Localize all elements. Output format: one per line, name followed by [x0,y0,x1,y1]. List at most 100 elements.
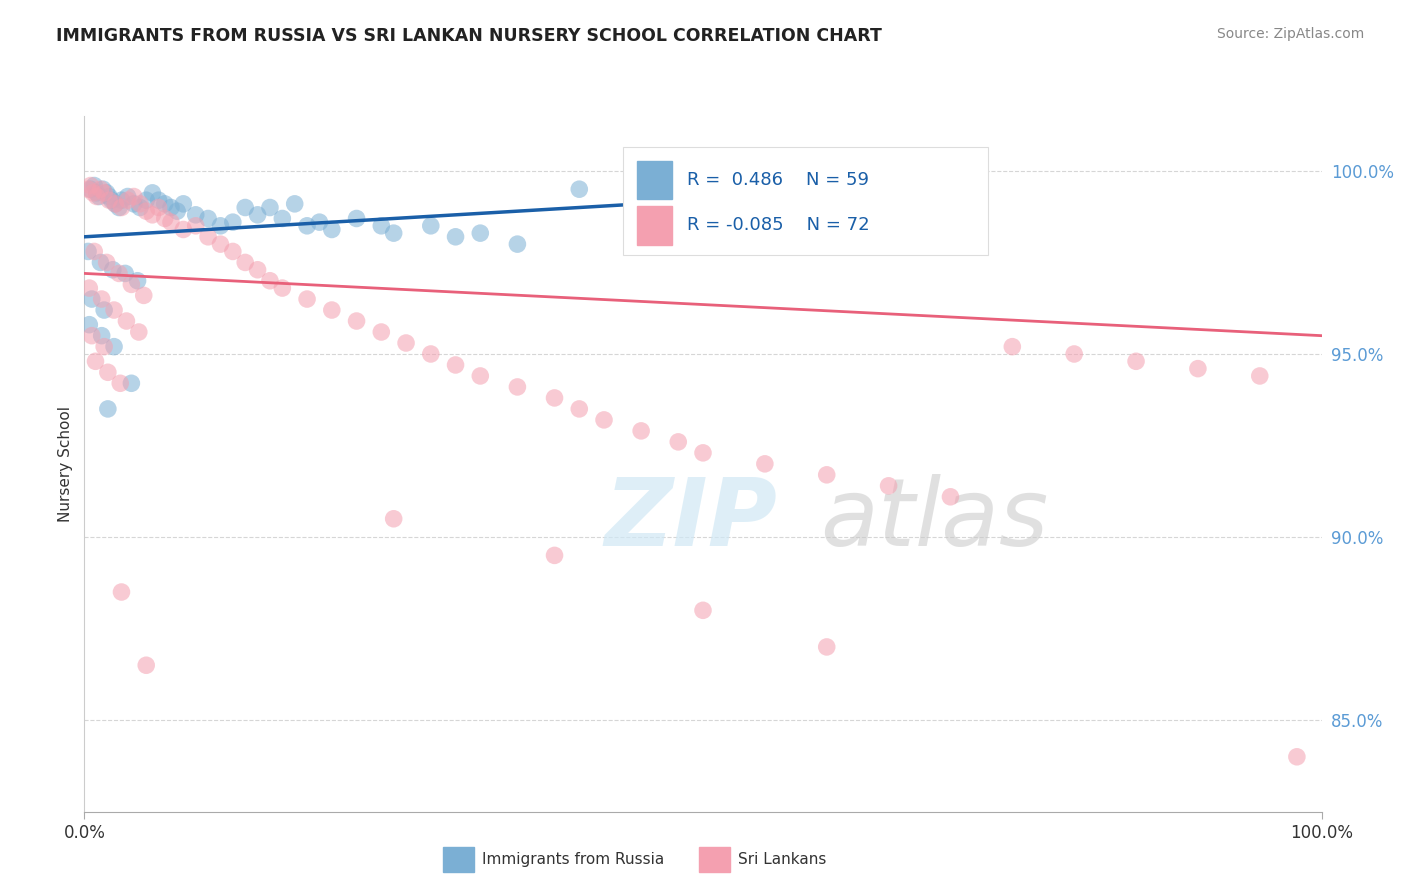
Point [271,211,294,226]
Point [80,328,103,343]
Point [114,267,136,281]
Point [754,186,776,200]
Point [86,186,108,200]
Point [593,413,616,427]
Point [79,178,101,193]
Point [209,237,232,252]
Point [160,215,183,229]
Point [89,255,111,269]
Point [89,182,111,196]
Point [101,262,124,277]
Point [877,479,900,493]
Point [1001,340,1024,354]
Bar [637,206,672,244]
Point [141,186,163,200]
Point [160,201,183,215]
Point [135,193,157,207]
Point [77,182,100,196]
Point [103,303,125,318]
Point [877,189,900,203]
Point [82,186,104,200]
Point [506,380,529,394]
Point [135,658,157,673]
Point [127,274,149,288]
Point [93,303,115,318]
Point [295,292,318,306]
Text: ZIP: ZIP [605,474,778,566]
Point [233,255,256,269]
Point [129,201,152,215]
Point [1063,347,1085,361]
Point [80,292,103,306]
Point [104,197,127,211]
Point [148,201,170,215]
Point [630,186,652,200]
Point [120,376,142,391]
Text: R =  0.486    N = 59: R = 0.486 N = 59 [688,171,869,189]
Point [108,267,131,281]
Point [395,336,418,351]
Point [91,182,114,196]
Point [153,197,176,211]
Point [83,244,105,259]
Point [110,376,132,391]
Point [1187,361,1209,376]
Point [79,182,101,196]
Point [815,640,838,654]
Point [568,401,591,416]
Point [166,204,188,219]
Point [120,277,142,292]
Point [295,219,318,233]
Point [184,219,207,233]
Point [132,288,155,302]
Point [470,368,492,383]
Point [543,549,565,563]
Point [128,325,150,339]
Point [222,244,245,259]
Point [129,197,152,211]
Point [815,467,838,482]
Point [184,208,207,222]
Point [939,490,962,504]
Point [630,424,652,438]
Point [815,182,838,196]
Point [346,314,368,328]
Point [308,215,330,229]
Point [1249,368,1271,383]
Point [321,222,343,236]
Point [108,201,131,215]
Text: Sri Lankans: Sri Lankans [738,853,827,867]
Point [110,193,132,207]
Point [197,211,219,226]
Point [939,193,962,207]
Point [103,340,125,354]
Point [321,303,343,318]
Point [444,229,467,244]
Point [246,262,269,277]
Point [115,314,138,328]
Point [172,222,194,236]
Point [1285,749,1308,764]
Point [122,197,145,211]
Point [506,237,529,252]
Point [104,197,127,211]
Point [117,193,139,207]
Point [90,328,112,343]
Point [568,182,591,196]
Point [122,189,145,203]
Point [271,281,294,295]
Point [97,365,120,379]
Point [86,189,108,203]
Point [93,340,115,354]
Point [153,211,176,226]
Point [692,189,714,203]
Point [96,255,118,269]
Point [666,434,689,449]
Text: atlas: atlas [821,474,1049,565]
Text: R = -0.085    N = 72: R = -0.085 N = 72 [688,216,869,235]
Point [284,197,307,211]
Point [197,229,219,244]
Point [100,193,122,207]
Point [141,208,163,222]
Point [209,219,232,233]
